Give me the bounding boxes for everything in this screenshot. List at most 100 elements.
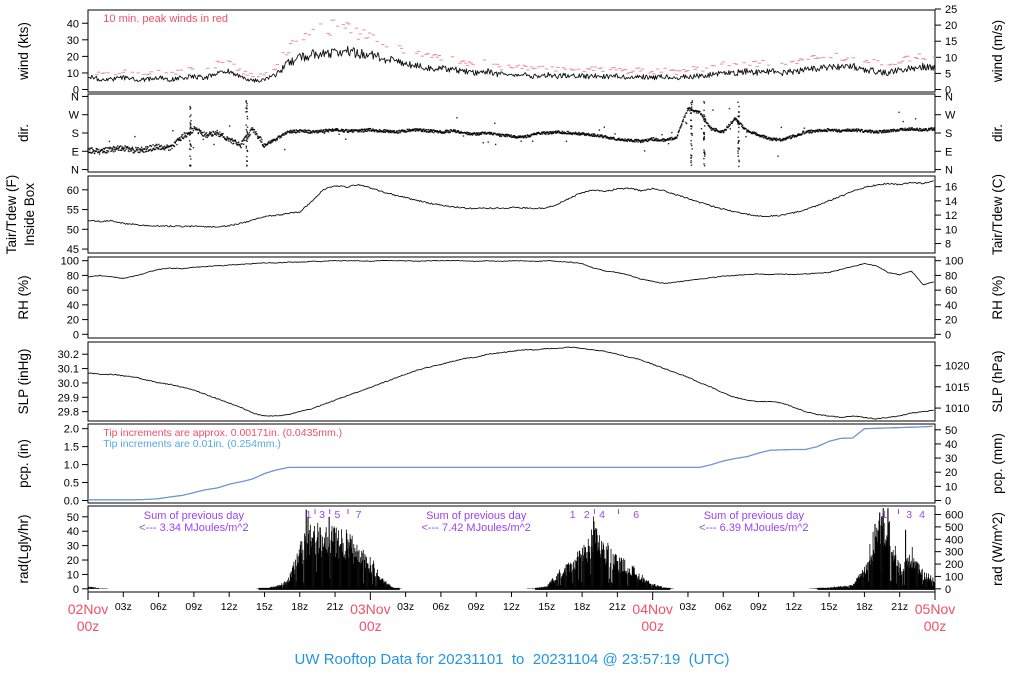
svg-text:E: E [945, 146, 952, 158]
svg-text:N: N [71, 91, 79, 103]
svg-text:29.9: 29.9 [58, 392, 79, 404]
svg-text:10: 10 [67, 569, 79, 581]
svg-text:rad (W/m^2): rad (W/m^2) [990, 512, 1005, 586]
svg-text:04Nov: 04Nov [632, 601, 672, 617]
svg-text:06z: 06z [150, 601, 167, 613]
svg-text:15z: 15z [538, 601, 555, 613]
svg-text:wind (m/s): wind (m/s) [990, 20, 1005, 83]
svg-text:20: 20 [945, 315, 957, 327]
svg-text:03Nov: 03Nov [350, 601, 390, 617]
rad-sum-line2-1: <--- 7.42 MJoules/m^2 [422, 522, 531, 534]
svg-text:25: 25 [945, 4, 957, 16]
svg-text:0: 0 [73, 329, 79, 341]
svg-text:SLP (inHg): SLP (inHg) [16, 349, 31, 415]
svg-text:12: 12 [945, 210, 957, 222]
svg-text:Tair/Tdew (F): Tair/Tdew (F) [4, 175, 19, 255]
svg-text:W: W [69, 110, 80, 122]
svg-text:21z: 21z [609, 601, 626, 613]
pcp-note-red: Tip increments are approx. 0.00171in. (0… [103, 427, 342, 439]
svg-text:1: 1 [306, 509, 312, 521]
svg-text:20: 20 [67, 555, 79, 567]
svg-text:21z: 21z [327, 601, 344, 613]
svg-text:09z: 09z [750, 601, 767, 613]
svg-text:40: 40 [945, 439, 957, 451]
svg-text:60: 60 [67, 285, 79, 297]
svg-text:80: 80 [945, 270, 957, 282]
series-pcp: Tip increments are approx. 0.00171in. (0… [88, 425, 933, 501]
svg-text:0: 0 [945, 85, 951, 97]
svg-text:2: 2 [584, 509, 590, 521]
svg-text:10: 10 [945, 52, 957, 64]
svg-text:60: 60 [945, 285, 957, 297]
svg-text:03z: 03z [115, 601, 132, 613]
svg-text:0.5: 0.5 [64, 478, 79, 490]
svg-text:N: N [945, 165, 953, 177]
panel-slp: 29.8 29.9 30.0 30.1 30.2 1010 1015 1020 SLP (inH… [16, 341, 1005, 422]
svg-text:00z: 00z [641, 618, 664, 634]
svg-text:40: 40 [67, 300, 79, 312]
svg-text:15z: 15z [821, 601, 838, 613]
svg-text:pcp. (in): pcp. (in) [16, 439, 31, 488]
svg-text:03z: 03z [679, 601, 696, 613]
svg-text:09z: 09z [185, 601, 202, 613]
svg-text:50: 50 [67, 512, 79, 524]
svg-text:10: 10 [945, 481, 957, 493]
svg-text:09z: 09z [468, 601, 485, 613]
svg-text:200: 200 [945, 559, 963, 571]
rad-sum-line1-2: Sum of previous day [704, 510, 805, 522]
svg-text:7: 7 [356, 509, 362, 521]
svg-text:18z: 18z [574, 601, 591, 613]
svg-text:30: 30 [67, 541, 79, 553]
panel-rh: 0 20 40 60 80 100 0 20 40 60 80 100 RH (%) RH (%) [16, 256, 1005, 342]
panel-wind: 0 10 20 30 40 0 5 10 15 20 25 wind (kts) wind (m/s) [16, 4, 1005, 97]
svg-text:12z: 12z [503, 601, 520, 613]
series-rh [87, 260, 934, 286]
svg-text:0: 0 [945, 329, 951, 341]
svg-text:30: 30 [945, 453, 957, 465]
svg-text:18z: 18z [291, 601, 308, 613]
svg-text:300: 300 [945, 547, 963, 559]
svg-text:12z: 12z [785, 601, 802, 613]
svg-text:10: 10 [67, 68, 79, 80]
svg-text:20: 20 [945, 20, 957, 32]
pcp-note-blue: Tip increments are 0.01in. (0.254mm.) [103, 438, 281, 450]
svg-text:Inside Box: Inside Box [22, 183, 37, 246]
svg-text:1.5: 1.5 [64, 442, 79, 454]
svg-text:14: 14 [945, 196, 957, 208]
rad-sum-line1-1: Sum of previous day [426, 510, 527, 522]
svg-text:1015: 1015 [945, 382, 969, 394]
svg-text:S: S [72, 128, 79, 140]
svg-text:60: 60 [67, 185, 79, 197]
svg-text:29.8: 29.8 [58, 407, 79, 419]
svg-text:00z: 00z [924, 618, 947, 634]
svg-text:05Nov: 05Nov [915, 601, 955, 617]
svg-text:18z: 18z [856, 601, 873, 613]
svg-text:SLP (hPa): SLP (hPa) [990, 350, 1005, 412]
svg-text:400: 400 [945, 534, 963, 546]
svg-text:20: 20 [67, 315, 79, 327]
series-rad: Sum of previous day<--- 3.34 MJoules/m^2… [87, 508, 935, 590]
svg-text:15: 15 [945, 36, 957, 48]
svg-text:30.1: 30.1 [58, 364, 79, 376]
svg-text:0: 0 [73, 85, 79, 97]
svg-text:1020: 1020 [945, 361, 969, 373]
svg-text:30: 30 [67, 35, 79, 47]
svg-text:1010: 1010 [945, 403, 969, 415]
panel-temp: 45 50 55 60 8 10 12 14 16 Tair/Tdew (F) Inside Box… [4, 174, 1005, 256]
svg-text:80: 80 [67, 270, 79, 282]
svg-text:50: 50 [67, 224, 79, 236]
svg-text:15z: 15z [256, 601, 273, 613]
svg-text:06z: 06z [432, 601, 449, 613]
svg-text:1.0: 1.0 [64, 460, 79, 472]
svg-text:3: 3 [319, 509, 325, 521]
svg-text:4: 4 [919, 509, 925, 521]
svg-text:0: 0 [945, 584, 951, 596]
svg-text:dir.: dir. [16, 124, 31, 142]
svg-text:N: N [945, 91, 953, 103]
svg-text:21z: 21z [891, 601, 908, 613]
svg-text:500: 500 [945, 522, 963, 534]
svg-text:600: 600 [945, 509, 963, 521]
svg-text:00z: 00z [359, 618, 382, 634]
